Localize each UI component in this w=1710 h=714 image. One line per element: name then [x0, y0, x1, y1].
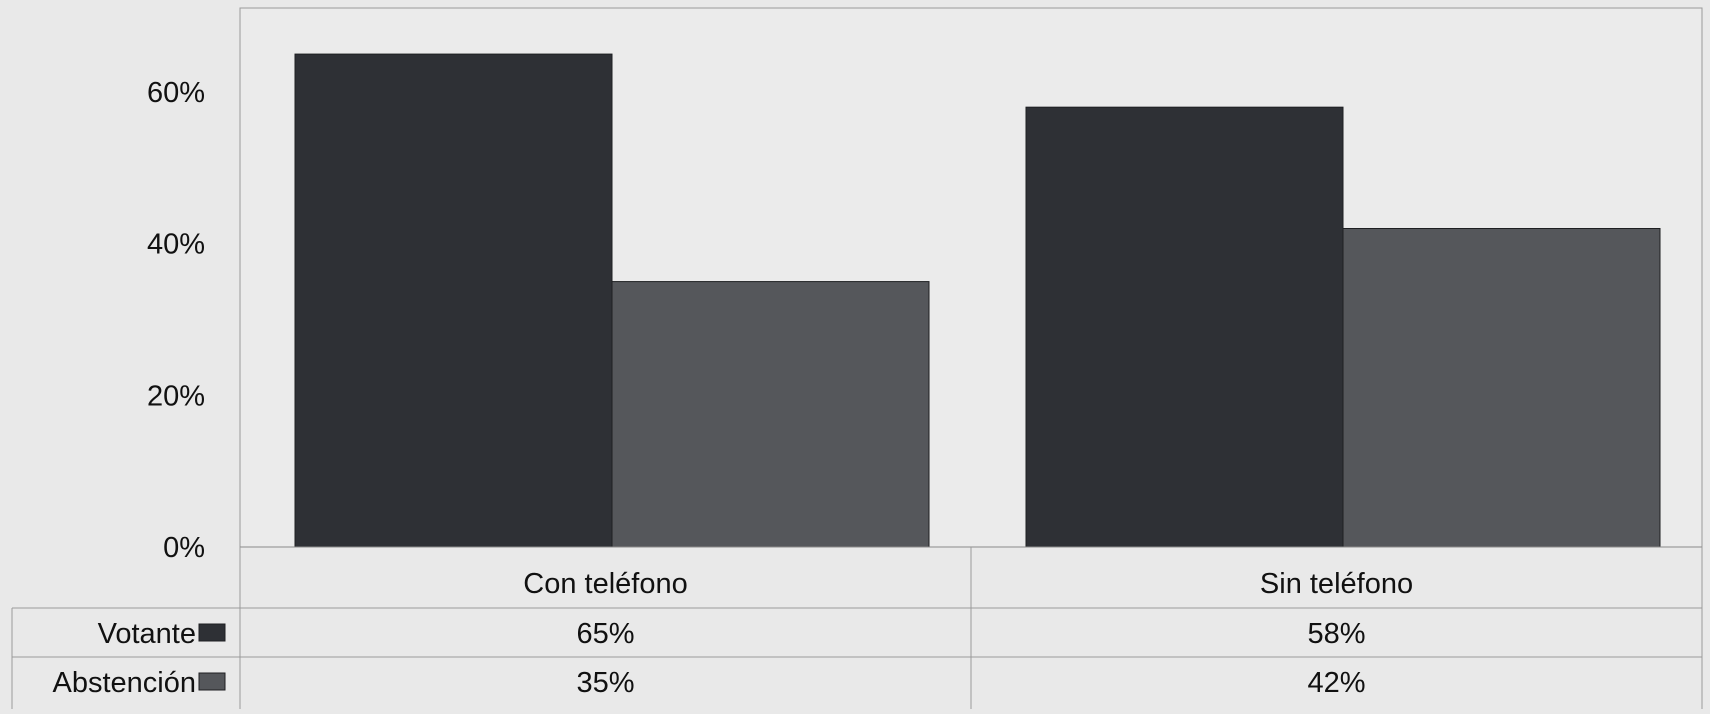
data-table-value: 35%	[576, 667, 634, 699]
data-table: Con teléfono Sin teléfono Votante 65% 58% Abs…	[11, 547, 1703, 709]
x-category-label: Sin teléfono	[1260, 568, 1413, 600]
y-tick-label: 40%	[147, 229, 205, 261]
y-tick-labels: 0% 20% 40% 60%	[147, 77, 205, 564]
bar-votante-1	[1025, 106, 1344, 548]
bar-abstencion-1	[1342, 228, 1661, 548]
data-table-value: 65%	[576, 618, 634, 650]
y-tick-label: 0%	[163, 532, 205, 564]
data-table-value: 42%	[1307, 667, 1365, 699]
bar-votante-0	[294, 53, 613, 548]
legend-series-name: Votante	[98, 618, 196, 650]
y-tick-label: 60%	[147, 77, 205, 109]
legend-swatch	[198, 672, 226, 691]
y-tick-label: 20%	[147, 380, 205, 412]
bars-layer	[294, 53, 1661, 548]
legend-swatch	[198, 623, 226, 642]
legend-series-name: Abstención	[53, 667, 197, 699]
x-category-label: Con teléfono	[523, 568, 687, 600]
data-table-value: 58%	[1307, 618, 1365, 650]
bar-abstencion-0	[611, 281, 930, 548]
